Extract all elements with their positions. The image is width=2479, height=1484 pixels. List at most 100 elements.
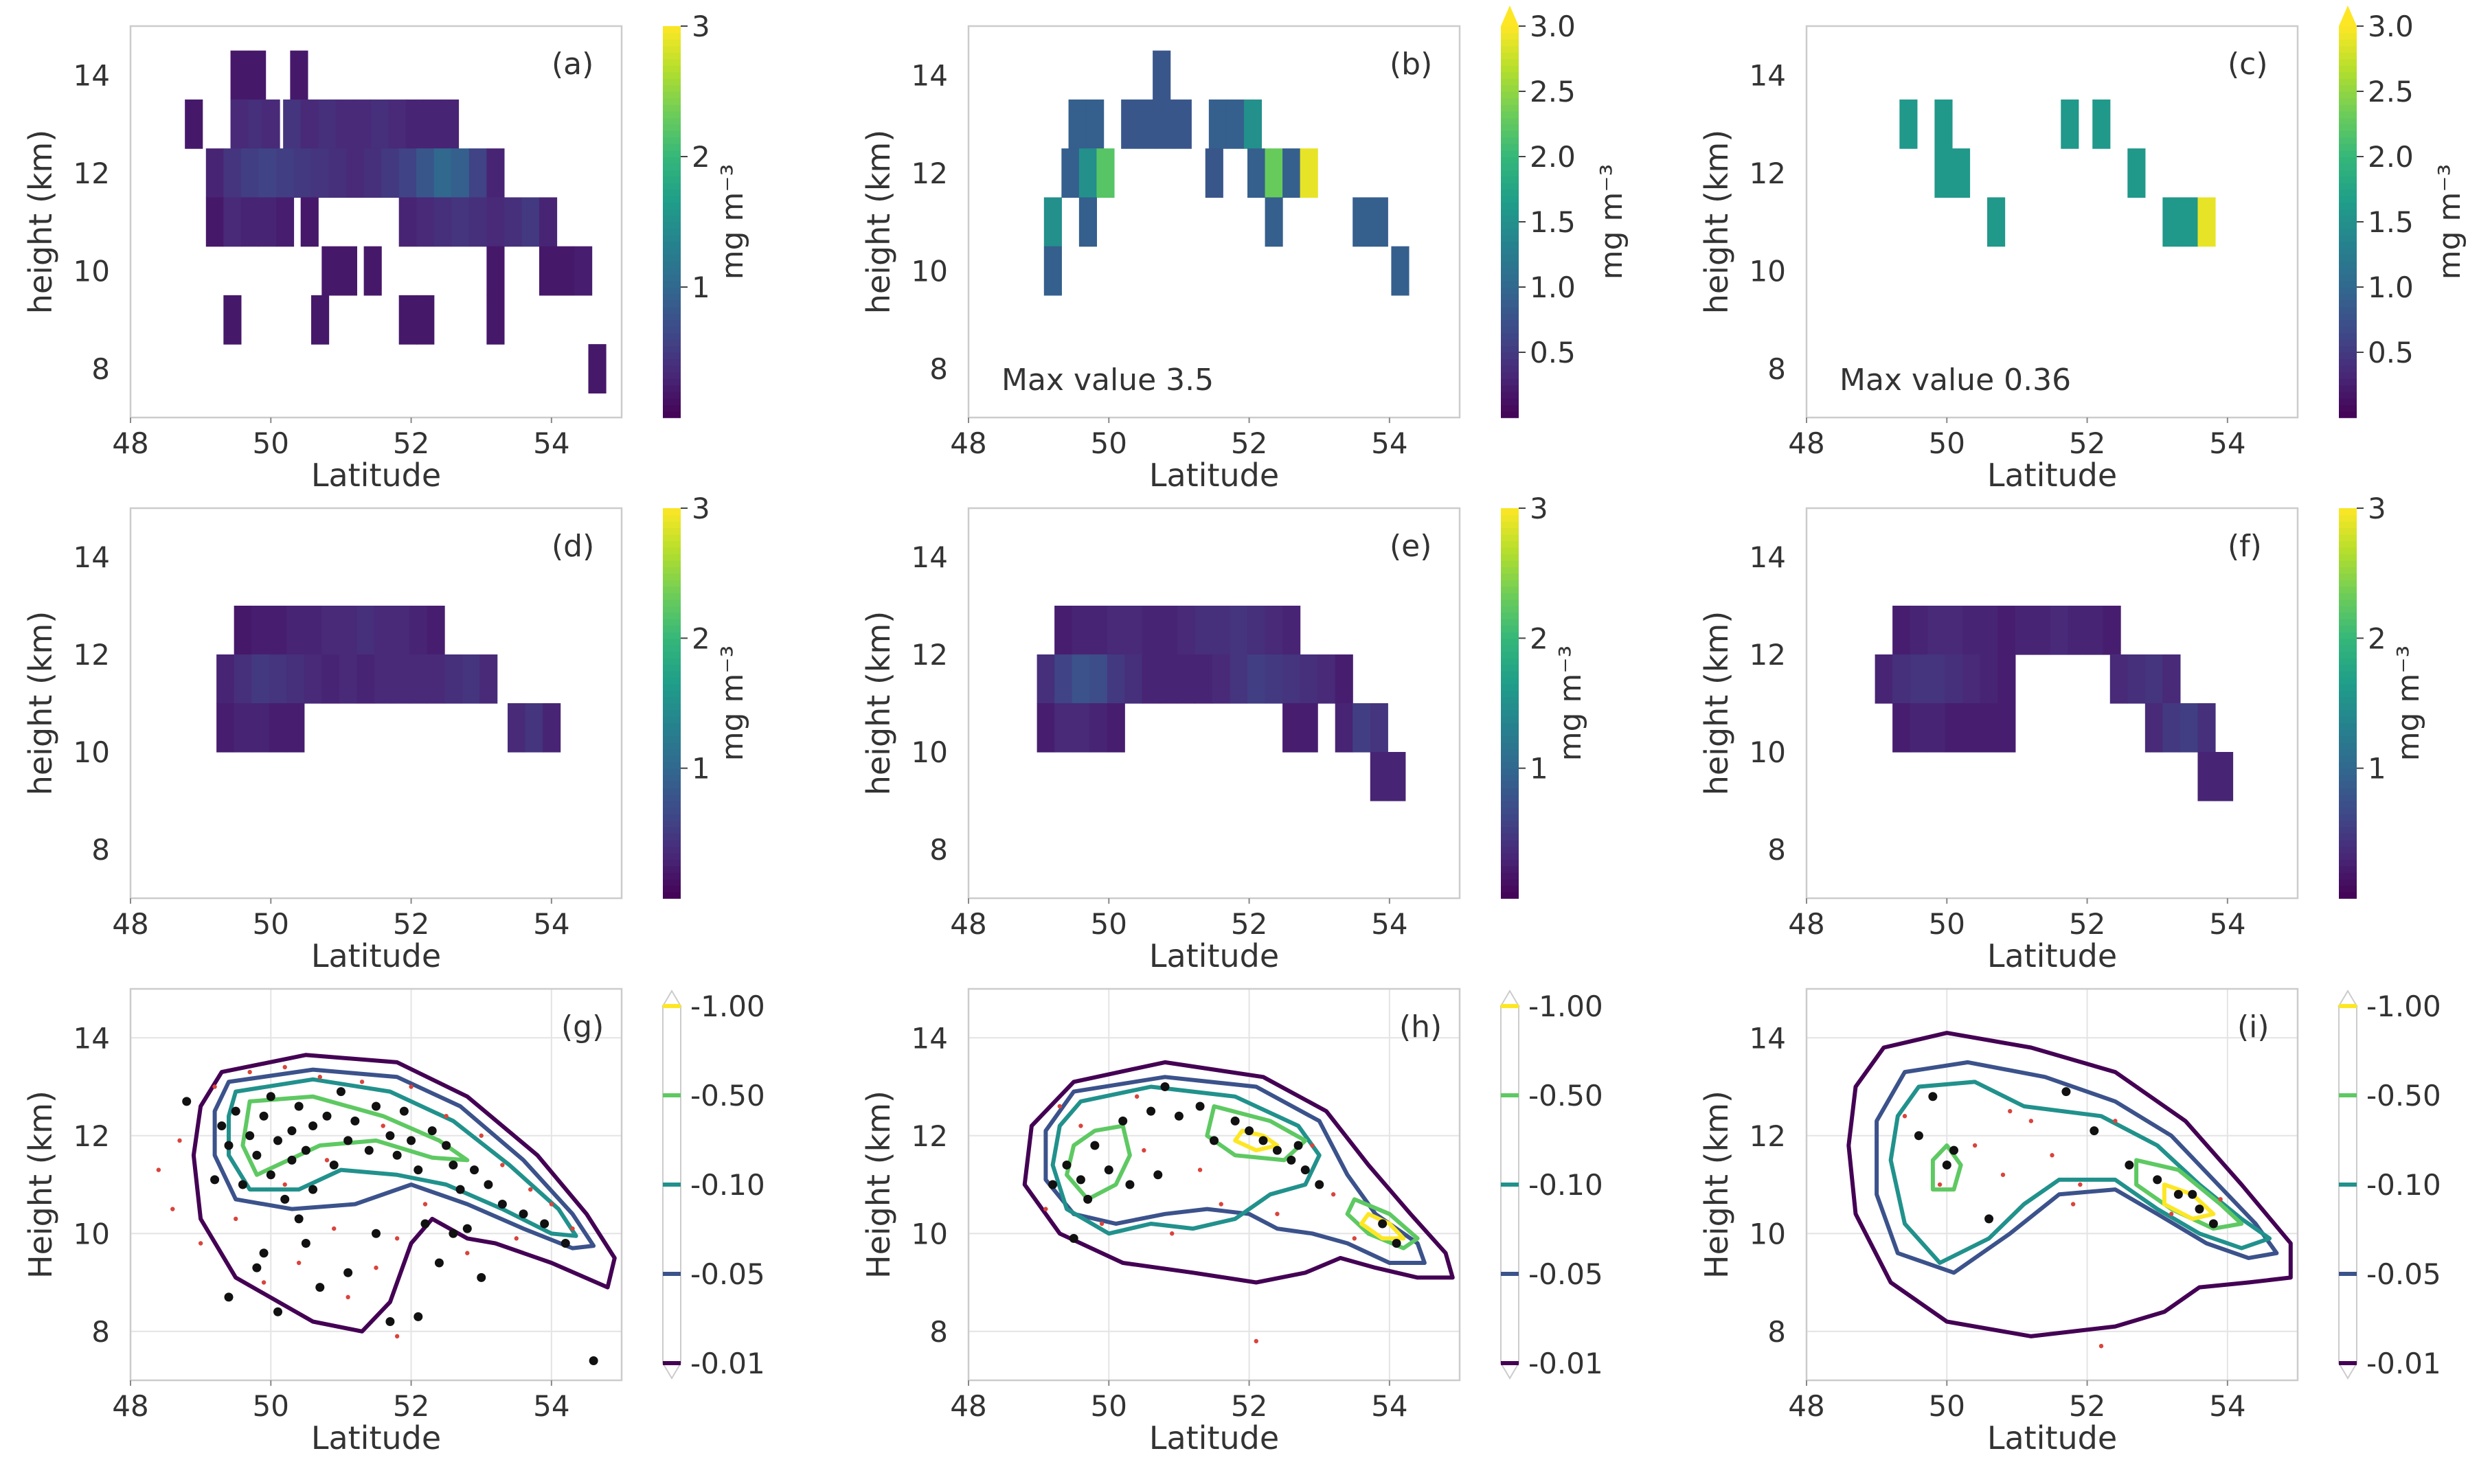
colorbar-segment bbox=[663, 391, 681, 399]
heatmap-cell bbox=[251, 606, 270, 655]
axes-frame bbox=[967, 988, 1461, 1382]
colorbar-segment bbox=[663, 345, 681, 353]
colorbar-segment bbox=[1501, 768, 1519, 775]
colorbar-segment bbox=[1501, 32, 1519, 40]
colorbar-segment bbox=[1501, 157, 1519, 164]
heatmap-cell bbox=[1078, 148, 1098, 198]
scatter-point-red bbox=[1352, 1236, 1357, 1241]
panel-label: (g) bbox=[561, 1009, 604, 1044]
colorbar-segment bbox=[663, 58, 681, 66]
x-tick-label: 50 bbox=[1929, 907, 1965, 941]
contour-0.01 bbox=[191, 1053, 617, 1334]
scatter-point-black bbox=[287, 1126, 297, 1136]
colorbar-segment bbox=[663, 664, 681, 672]
axes-frame bbox=[1805, 25, 2299, 419]
scatter-point-red bbox=[374, 1265, 378, 1270]
panel-h: (h) 48 50 52 54 8 10 12 14 Latitude Height (km) -0.… bbox=[860, 988, 1603, 1457]
y-tick-label: 14 bbox=[912, 1021, 948, 1055]
colorbar-tick-label: 1.0 bbox=[1530, 271, 1576, 304]
axes-frame bbox=[1805, 988, 2299, 1382]
panel-c: (c) Max value 0.36 48 50 52 54 8 10 12 14 Latitude… bbox=[1698, 5, 2467, 494]
scatter-point-red bbox=[479, 1133, 484, 1138]
scatter-point-red bbox=[156, 1167, 161, 1172]
heatmap-cell bbox=[1054, 606, 1073, 655]
y-tick-label: 14 bbox=[1750, 1021, 1786, 1055]
x-tick-label: 54 bbox=[1371, 1389, 1407, 1423]
scatter-point-red bbox=[409, 1084, 414, 1089]
heatmap-cell bbox=[1138, 99, 1157, 149]
scatter-point-black bbox=[266, 1170, 275, 1180]
scatter-point-black bbox=[287, 1155, 297, 1165]
colorbar-segment bbox=[2339, 716, 2357, 724]
colorbar-segment bbox=[1501, 163, 1519, 170]
colorbar-label: mg m⁻³ bbox=[2391, 646, 2426, 762]
y-tick-label: 8 bbox=[1767, 833, 1786, 867]
heatmap-cell bbox=[1226, 99, 1245, 149]
colorbar-segment bbox=[663, 71, 681, 79]
scatter-point-red bbox=[2169, 1211, 2174, 1216]
heatmap-cell bbox=[321, 606, 340, 655]
heatmap-cell bbox=[311, 148, 330, 198]
colorbar-segment bbox=[1501, 235, 1519, 242]
colorbar-tick-label: 2 bbox=[692, 140, 710, 174]
colorbar-segment bbox=[2339, 352, 2357, 360]
colorbar-segment bbox=[663, 891, 681, 899]
colorbar-segment bbox=[663, 878, 681, 886]
colorbar-segment bbox=[663, 567, 681, 574]
colorbar-segment bbox=[2339, 833, 2357, 841]
contour-0.5 bbox=[2134, 1158, 2244, 1231]
colorbar-segment bbox=[663, 755, 681, 762]
x-tick-label: 48 bbox=[1788, 907, 1824, 941]
heatmap-cell bbox=[388, 99, 407, 149]
colorbar-segment bbox=[2339, 670, 2357, 678]
y-axis-label: Height (km) bbox=[860, 1091, 897, 1279]
heatmap-cell bbox=[427, 654, 445, 704]
colorbar-segment bbox=[1501, 78, 1519, 86]
heatmap-cell bbox=[1247, 148, 1266, 198]
scatter-point-black bbox=[2208, 1219, 2218, 1229]
colorbar-segment bbox=[1501, 657, 1519, 665]
colorbar-segment bbox=[1501, 696, 1519, 704]
y-tick-label: 14 bbox=[1750, 540, 1786, 574]
colorbar-segment bbox=[1501, 631, 1519, 639]
heatmap-cell bbox=[398, 148, 417, 198]
heatmap-cell bbox=[479, 654, 498, 704]
scatter-point-black bbox=[497, 1200, 507, 1209]
heatmap-cell bbox=[2162, 197, 2181, 247]
colorbar-segment bbox=[1501, 326, 1519, 334]
colorbar-segment bbox=[2339, 788, 2357, 795]
colorbar-segment bbox=[1501, 300, 1519, 308]
heatmap-cell bbox=[258, 197, 277, 247]
colorbar-tick-label: 3 bbox=[2368, 492, 2386, 525]
scatter-point-red bbox=[570, 1226, 575, 1231]
axes-frame bbox=[129, 988, 623, 1382]
scatter-point-black bbox=[449, 1161, 458, 1169]
x-tick-label: 48 bbox=[1788, 426, 1824, 460]
heatmap-cell bbox=[353, 99, 372, 149]
colorbar-segment bbox=[663, 638, 681, 646]
scatter-point-black bbox=[252, 1263, 262, 1272]
colorbar-segment bbox=[2339, 839, 2357, 847]
colorbar-segment bbox=[2339, 820, 2357, 827]
heatmap-cell bbox=[444, 654, 463, 704]
scatter-point-black bbox=[1984, 1214, 1994, 1224]
heatmap-cell bbox=[240, 197, 260, 247]
heatmap-cell bbox=[275, 197, 295, 247]
heatmap-cell bbox=[462, 654, 480, 704]
panel-label: (b) bbox=[1390, 47, 1432, 82]
heatmap-cell bbox=[2015, 606, 2034, 655]
scatter-point-red bbox=[1134, 1094, 1140, 1099]
colorbar-segment bbox=[663, 644, 681, 652]
colorbar-segment bbox=[663, 735, 681, 743]
colorbar-segment bbox=[1501, 261, 1519, 269]
colorbar-segment bbox=[663, 32, 681, 40]
heatmap-cell bbox=[269, 703, 287, 753]
scatter-point-black bbox=[2195, 1205, 2204, 1214]
scatter-point-black bbox=[238, 1180, 247, 1189]
x-axis-label: Latitude bbox=[1149, 1419, 1279, 1457]
heatmap-cell bbox=[1300, 148, 1318, 198]
scatter-point-black bbox=[392, 1150, 402, 1160]
scatter-point-black bbox=[1125, 1180, 1135, 1189]
colorbar-tick-label: 3 bbox=[692, 492, 710, 525]
heatmap-cell bbox=[1282, 703, 1301, 753]
